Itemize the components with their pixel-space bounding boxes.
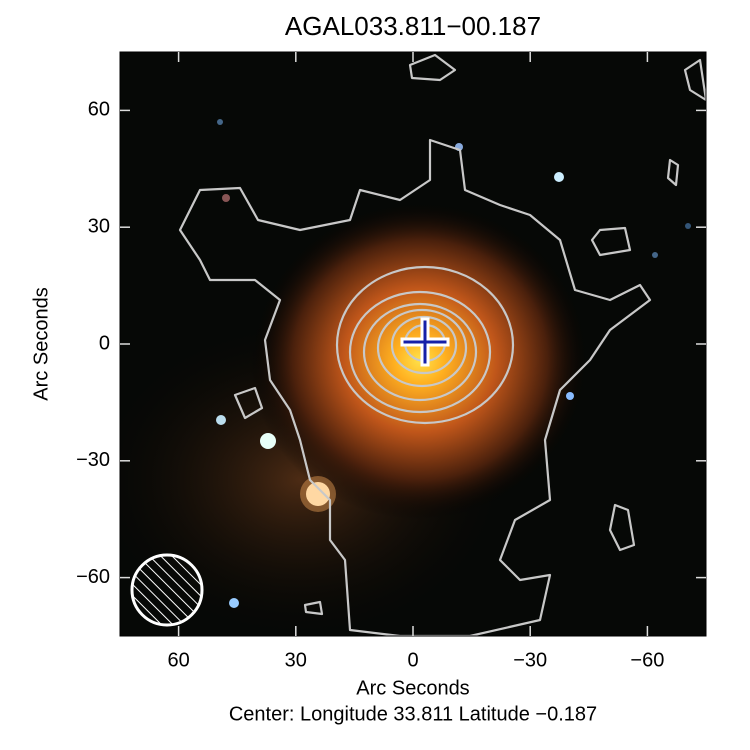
x-axis-label: Arc Seconds xyxy=(356,677,469,699)
y-tick-label: −30 xyxy=(76,449,110,471)
y-tick-label: 30 xyxy=(88,215,110,237)
x-tick-label: −30 xyxy=(513,649,547,671)
x-tick-label: 0 xyxy=(407,649,418,671)
y-axis-label: Arc Seconds xyxy=(30,287,52,400)
chart-title: AGAL033.811−00.187 xyxy=(285,11,541,41)
x-tick-label: 60 xyxy=(167,649,189,671)
x-tick-label: −60 xyxy=(630,649,664,671)
y-tick-label: 60 xyxy=(88,99,110,121)
sky-image xyxy=(120,52,706,636)
x-tick-label: 30 xyxy=(285,649,307,671)
y-tick-label: 0 xyxy=(99,332,110,354)
footer: Center: Longitude 33.811 Latitude −0.187 xyxy=(229,703,597,725)
y-tick-label: −60 xyxy=(76,566,110,588)
